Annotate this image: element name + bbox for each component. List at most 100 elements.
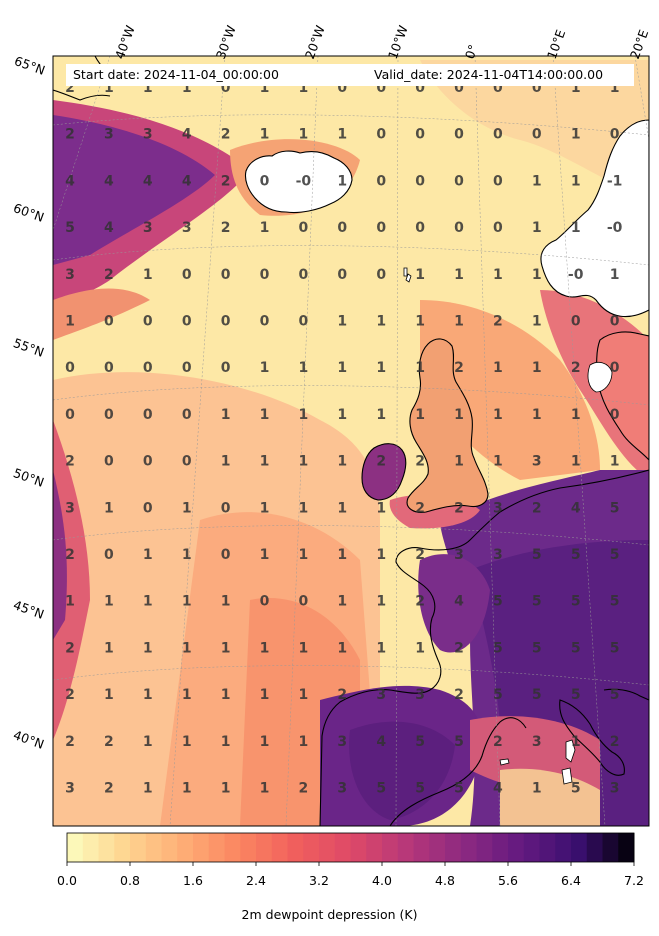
grid-value-r2-c0: 4: [65, 173, 75, 189]
colorbar-bin: [193, 833, 210, 862]
grid-value-r6-c3: 0: [182, 360, 192, 376]
colorbar-bin: [429, 833, 446, 862]
grid-value-r11-c7: 1: [337, 594, 347, 610]
colorbar-bin: [508, 833, 525, 862]
grid-value-r7-c0: 0: [65, 407, 75, 423]
grid-value-r10-c2: 1: [143, 547, 153, 563]
grid-value-r14-c10: 5: [454, 734, 464, 750]
grid-value-r4-c2: 1: [143, 267, 153, 283]
grid-value-r11-c1: 1: [104, 594, 114, 610]
grid-value-r8-c5: 1: [260, 454, 270, 470]
grid-value-r15-c1: 2: [104, 781, 114, 797]
grid-value-r7-c8: 1: [376, 407, 386, 423]
grid-value-r15-c2: 1: [143, 781, 153, 797]
grid-value-r8-c4: 1: [221, 454, 231, 470]
grid-value-r8-c1: 0: [104, 454, 114, 470]
grid-value-r4-c10: 1: [454, 267, 464, 283]
colorbar-bin: [145, 833, 162, 862]
grid-value-r14-c1: 2: [104, 734, 114, 750]
grid-value-r11-c12: 5: [532, 594, 542, 610]
grid-value-r2-c4: 2: [221, 173, 231, 189]
grid-value-r9-c4: 0: [221, 500, 231, 516]
grid-value-r12-c10: 2: [454, 640, 464, 656]
grid-value-r1-c14: 0: [610, 127, 620, 143]
grid-value-r3-c2: 3: [143, 220, 153, 236]
field-layer: [53, 56, 649, 826]
grid-value-r2-c1: 4: [104, 173, 114, 189]
grid-value-r4-c4: 0: [221, 267, 231, 283]
grid-value-r7-c6: 1: [299, 407, 309, 423]
grid-value-r6-c14: 0: [610, 360, 620, 376]
grid-value-r9-c10: 2: [454, 500, 464, 516]
grid-value-r3-c0: 5: [65, 220, 75, 236]
grid-value-r9-c0: 3: [65, 500, 75, 516]
grid-value-r12-c2: 1: [143, 640, 153, 656]
grid-value-r1-c11: 0: [493, 127, 503, 143]
grid-value-r6-c2: 0: [143, 360, 153, 376]
grid-value-r6-c4: 0: [221, 360, 231, 376]
colorbar-bin: [224, 833, 241, 862]
colorbar-bin: [240, 833, 257, 862]
grid-value-r4-c9: 1: [415, 267, 425, 283]
grid-value-r2-c7: 1: [337, 173, 347, 189]
grid-value-r0-c6: 1: [299, 80, 309, 96]
start-date-label: Start date: 2024-11-04_00:00:00: [73, 67, 279, 82]
grid-value-r14-c9: 5: [415, 734, 425, 750]
grid-value-r9-c9: 2: [415, 500, 425, 516]
grid-value-r12-c0: 2: [65, 640, 75, 656]
grid-value-r5-c7: 1: [337, 314, 347, 330]
grid-value-r9-c14: 5: [610, 500, 620, 516]
grid-value-r0-c8: 0: [376, 80, 386, 96]
colorbar-bin: [319, 833, 336, 862]
colorbar: [66, 832, 635, 866]
colorbar-bin: [271, 833, 288, 862]
grid-value-r5-c12: 1: [532, 314, 542, 330]
grid-value-r3-c10: 0: [454, 220, 464, 236]
grid-value-r5-c0: 1: [65, 314, 75, 330]
grid-value-r1-c10: 0: [454, 127, 464, 143]
grid-value-r15-c8: 5: [376, 781, 386, 797]
grid-value-r15-c4: 1: [221, 781, 231, 797]
grid-value-r10-c5: 1: [260, 547, 270, 563]
grid-value-r4-c5: 0: [260, 267, 270, 283]
grid-value-r4-c12: 1: [532, 267, 542, 283]
grid-value-r5-c11: 2: [493, 314, 503, 330]
colorbar-bin: [334, 833, 351, 862]
grid-value-r3-c4: 2: [221, 220, 231, 236]
grid-value-r9-c11: 3: [493, 500, 503, 516]
grid-value-r2-c13: 1: [571, 173, 581, 189]
grid-value-r12-c13: 5: [571, 640, 581, 656]
grid-value-r5-c2: 0: [143, 314, 153, 330]
grid-value-r9-c6: 1: [299, 500, 309, 516]
grid-value-r2-c9: 0: [415, 173, 425, 189]
colorbar-tick-label: 4.8: [435, 873, 455, 888]
grid-value-r13-c1: 1: [104, 687, 114, 703]
colorbar-tick-label: 1.6: [183, 873, 203, 888]
grid-value-r1-c0: 2: [65, 127, 75, 143]
colorbar-bin: [130, 833, 147, 862]
colorbar-bin: [114, 833, 131, 862]
grid-value-r7-c5: 1: [260, 407, 270, 423]
grid-value-r8-c14: 1: [610, 454, 620, 470]
grid-value-r3-c3: 3: [182, 220, 192, 236]
grid-value-r8-c2: 0: [143, 454, 153, 470]
grid-value-r13-c5: 1: [260, 687, 270, 703]
grid-value-r2-c8: 0: [376, 173, 386, 189]
grid-value-r0-c5: 1: [260, 80, 270, 96]
grid-value-r13-c10: 2: [454, 687, 464, 703]
grid-value-r2-c10: 0: [454, 173, 464, 189]
grid-value-r15-c13: 5: [571, 781, 581, 797]
grid-value-r12-c8: 1: [376, 640, 386, 656]
grid-value-r3-c6: 0: [299, 220, 309, 236]
colorbar-bin: [350, 833, 367, 862]
grid-value-r11-c4: 1: [221, 594, 231, 610]
grid-value-r3-c8: 0: [376, 220, 386, 236]
grid-value-r14-c6: 1: [299, 734, 309, 750]
grid-value-r7-c11: 1: [493, 407, 503, 423]
grid-value-r15-c7: 3: [337, 781, 347, 797]
colorbar-tick-label: 2.4: [246, 873, 266, 888]
grid-value-r7-c9: 1: [415, 407, 425, 423]
colorbar-bin: [571, 833, 588, 862]
grid-value-r1-c3: 4: [182, 127, 192, 143]
